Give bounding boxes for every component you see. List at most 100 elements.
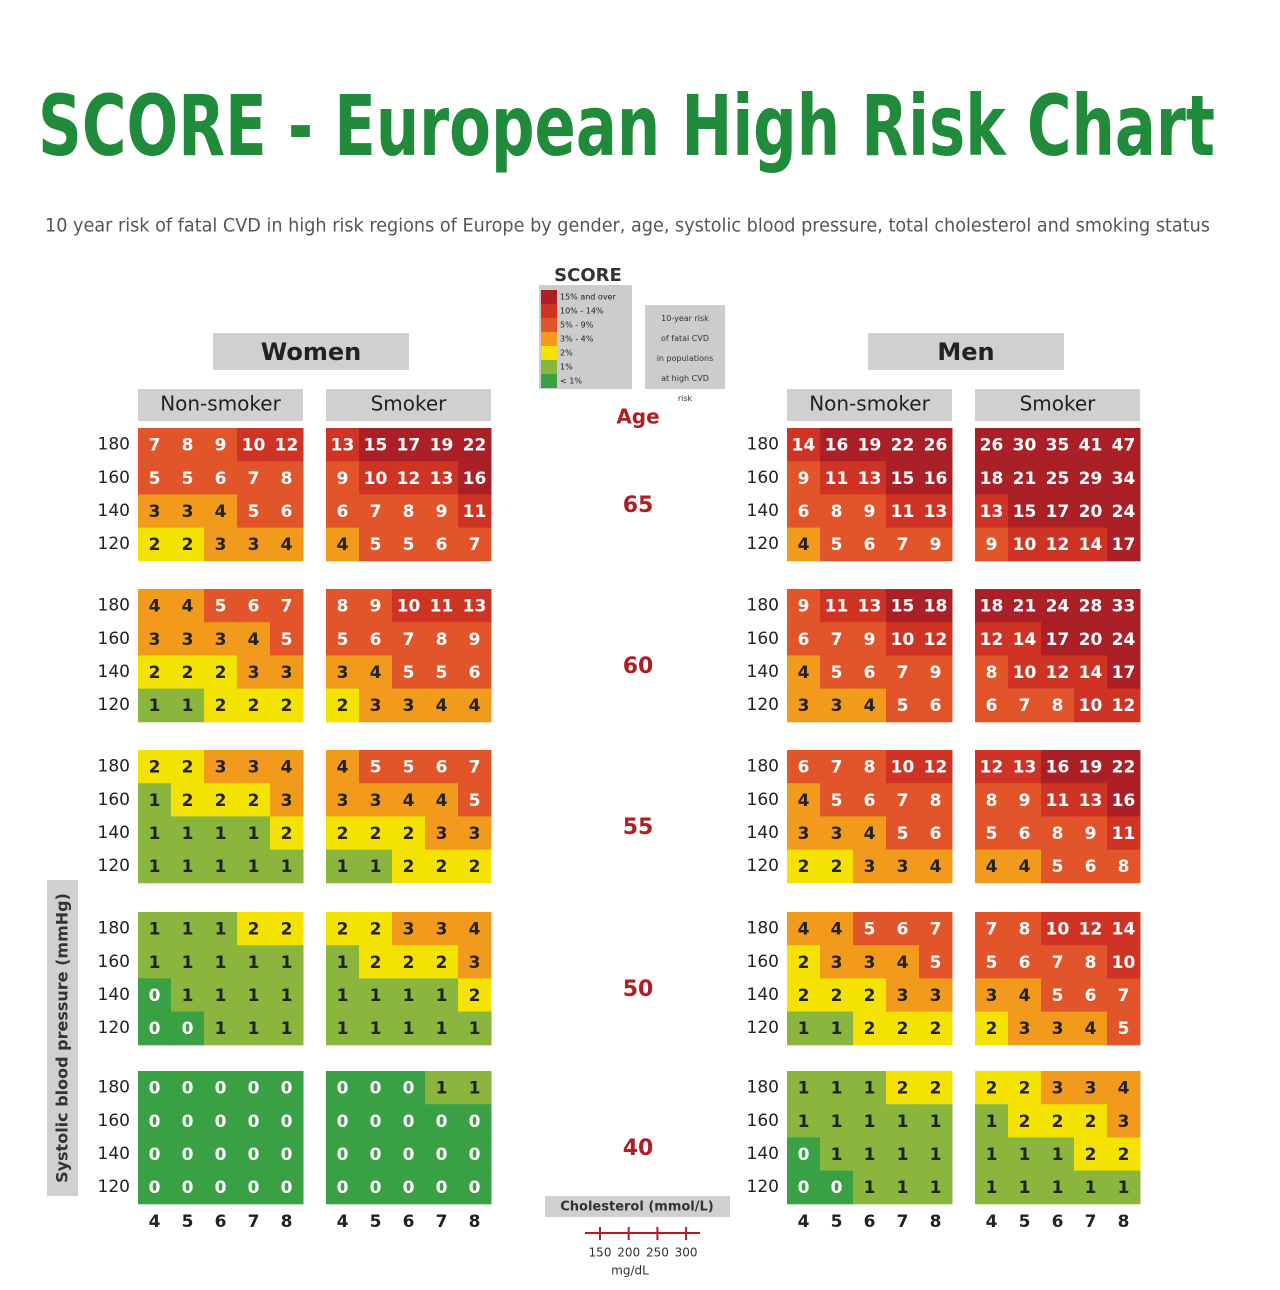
risk-cell-label: 4 (864, 824, 876, 844)
risk-cell (886, 655, 920, 690)
risk-cell (171, 1011, 205, 1046)
risk-cell-label: 1 (370, 1019, 382, 1039)
risk-cell-label: 4 (1019, 986, 1031, 1006)
risk-cell-label: 2 (281, 696, 293, 716)
risk-cell-label: 5 (831, 791, 843, 811)
legend-label: 3% - 4% (560, 335, 594, 344)
cholesterol-tick-label: 8 (469, 1212, 481, 1232)
risk-cell (171, 589, 205, 623)
risk-cell-label: 4 (831, 920, 843, 940)
risk-cell (1008, 1011, 1042, 1046)
risk-cell-label: 7 (281, 597, 293, 617)
risk-cell-label: 5 (403, 535, 415, 555)
risk-cell (1107, 589, 1141, 623)
risk-cell (270, 1071, 304, 1105)
risk-cell (326, 622, 360, 656)
risk-cell-label: 2 (798, 857, 810, 877)
risk-cell-label: 6 (215, 469, 227, 489)
age-value: 40 (623, 1136, 654, 1161)
risk-cell-label: 11 (1046, 791, 1070, 811)
risk-cell-label: 1 (798, 1112, 810, 1132)
risk-cell-label: 3 (337, 791, 349, 811)
risk-cell-label: 4 (337, 535, 349, 555)
risk-cell (392, 912, 426, 946)
risk-cell-label: 11 (430, 597, 454, 617)
risk-cell-label: 14 (792, 436, 816, 456)
risk-cell (975, 655, 1009, 690)
risk-cell (237, 978, 271, 1013)
risk-cell-label: 41 (1079, 436, 1103, 456)
risk-cell (853, 978, 887, 1013)
risk-cell (1008, 945, 1042, 979)
sbp-tick-label: 120 (98, 695, 130, 715)
risk-cell (392, 622, 426, 656)
risk-cell-label: 6 (436, 535, 448, 555)
risk-cell-label: 2 (1085, 1145, 1097, 1165)
risk-cell-label: 9 (215, 436, 227, 456)
risk-cell (392, 1011, 426, 1046)
risk-cell-label: 8 (864, 758, 876, 778)
risk-cell (1107, 912, 1141, 946)
risk-cell (975, 750, 1009, 784)
sbp-tick-label: 140 (98, 1144, 130, 1164)
risk-cell (270, 783, 304, 817)
risk-cell (458, 783, 492, 817)
risk-cell (1041, 655, 1075, 690)
risk-cell-label: 1 (930, 1112, 942, 1132)
risk-cell (1107, 1170, 1141, 1205)
risk-cell-label: 16 (1046, 758, 1070, 778)
risk-cell-label: 3 (182, 502, 194, 522)
risk-cell-label: 10 (1013, 535, 1037, 555)
risk-cell (1074, 1170, 1108, 1205)
risk-cell (919, 428, 953, 462)
risk-cell (425, 849, 459, 884)
risk-cell (919, 494, 953, 529)
risk-cell (458, 912, 492, 946)
risk-cell-label: 13 (331, 436, 355, 456)
risk-cell-label: 18 (980, 469, 1004, 489)
risk-cell (392, 1071, 426, 1105)
risk-cell (138, 622, 172, 656)
risk-cell-label: 4 (436, 696, 448, 716)
risk-cell (458, 750, 492, 784)
risk-cell (392, 1170, 426, 1205)
risk-cell-label: 15 (364, 436, 388, 456)
risk-cell-label: 2 (798, 953, 810, 973)
risk-cell (326, 750, 360, 784)
sbp-tick-label: 160 (747, 468, 779, 488)
risk-cell-label: 1 (149, 920, 161, 940)
risk-cell-label: 2 (337, 920, 349, 940)
risk-cell-label: 1 (370, 986, 382, 1006)
risk-cell (392, 750, 426, 784)
risk-cell-label: 5 (1052, 857, 1064, 877)
risk-cell (919, 816, 953, 851)
risk-cell-label: 22 (1112, 758, 1136, 778)
risk-cell-label: 3 (281, 663, 293, 683)
risk-cell (425, 655, 459, 690)
risk-cell-label: 2 (370, 824, 382, 844)
risk-cell-label: 18 (924, 597, 948, 617)
risk-cell (204, 1170, 238, 1205)
risk-cell (919, 1170, 953, 1205)
risk-cell-label: 2 (182, 791, 194, 811)
risk-cell (853, 461, 887, 495)
risk-cell-label: 1 (831, 1079, 843, 1099)
risk-cell-label: 0 (215, 1079, 227, 1099)
mgdl-tick-label: 200 (617, 1246, 640, 1260)
risk-cell-label: 1 (897, 1178, 909, 1198)
risk-cell-label: 1 (1019, 1178, 1031, 1198)
risk-cell (919, 461, 953, 495)
risk-cell-label: 10 (1112, 953, 1136, 973)
risk-cell-label: 20 (1079, 630, 1103, 650)
risk-cell-label: 4 (864, 696, 876, 716)
risk-cell-label: 9 (469, 630, 481, 650)
risk-cell-label: 6 (1019, 953, 1031, 973)
risk-cell (237, 1011, 271, 1046)
risk-cell-label: 14 (1013, 630, 1037, 650)
risk-cell-label: 11 (825, 597, 849, 617)
risk-cell-label: 0 (469, 1178, 481, 1198)
risk-cell-label: 2 (403, 857, 415, 877)
risk-cell-label: 0 (469, 1112, 481, 1132)
risk-cell-label: 2 (831, 986, 843, 1006)
risk-cell-label: 2 (403, 824, 415, 844)
